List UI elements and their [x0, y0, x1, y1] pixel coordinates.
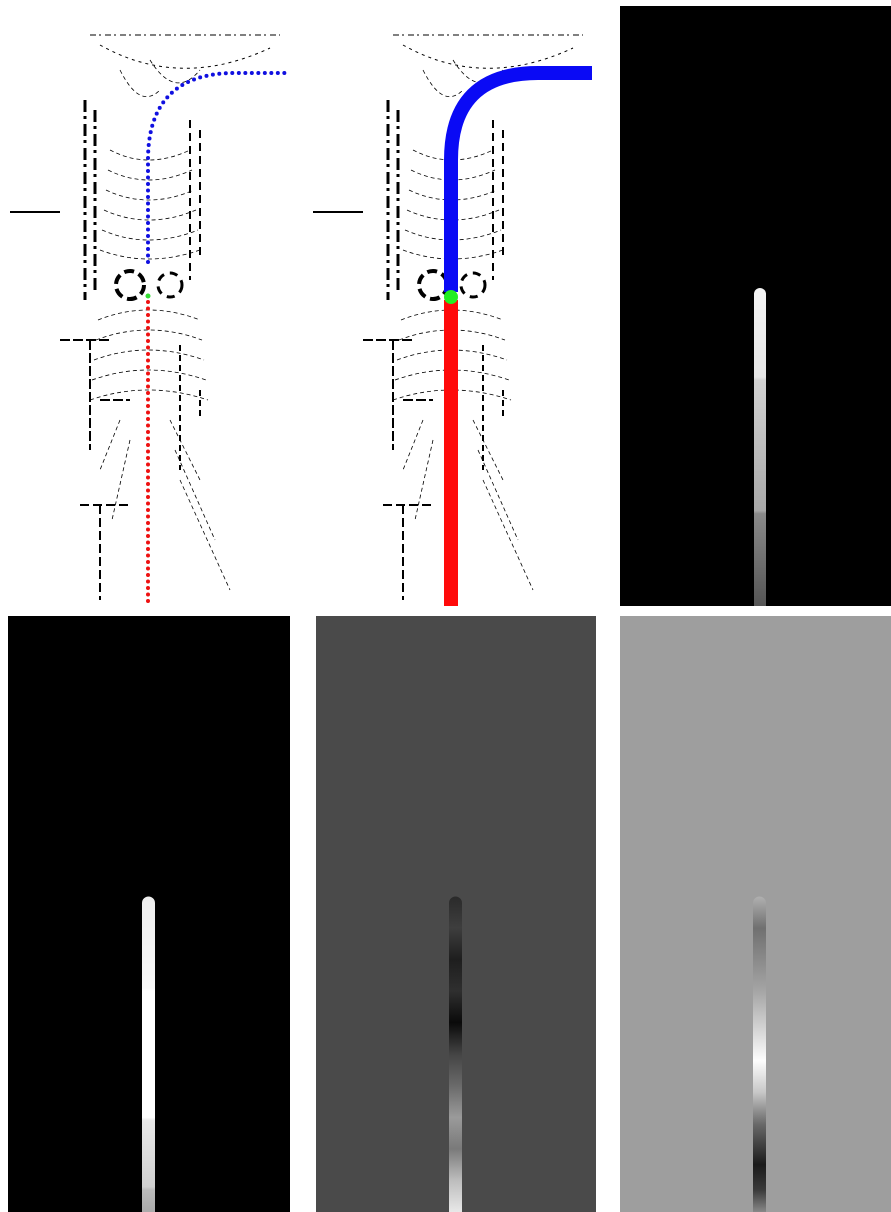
panel-scan-dots: [0, 0, 300, 608]
panel-scan-thick: [302, 0, 602, 606]
trajectory-bar: [142, 896, 155, 1212]
trajectory-bar: [753, 896, 766, 1212]
panel-map-2: [8, 616, 290, 1212]
panel-map-3: [316, 616, 596, 1212]
panel-map-1: [620, 6, 891, 606]
ego-position: [444, 290, 458, 304]
trajectory-bar: [754, 288, 766, 606]
trajectory-bar: [449, 896, 462, 1212]
future-trajectory: [146, 71, 290, 264]
panel-background: [0, 0, 300, 606]
panel-map-4: [620, 616, 891, 1212]
ego-position: [145, 293, 151, 299]
future-trajectory: [444, 66, 592, 292]
